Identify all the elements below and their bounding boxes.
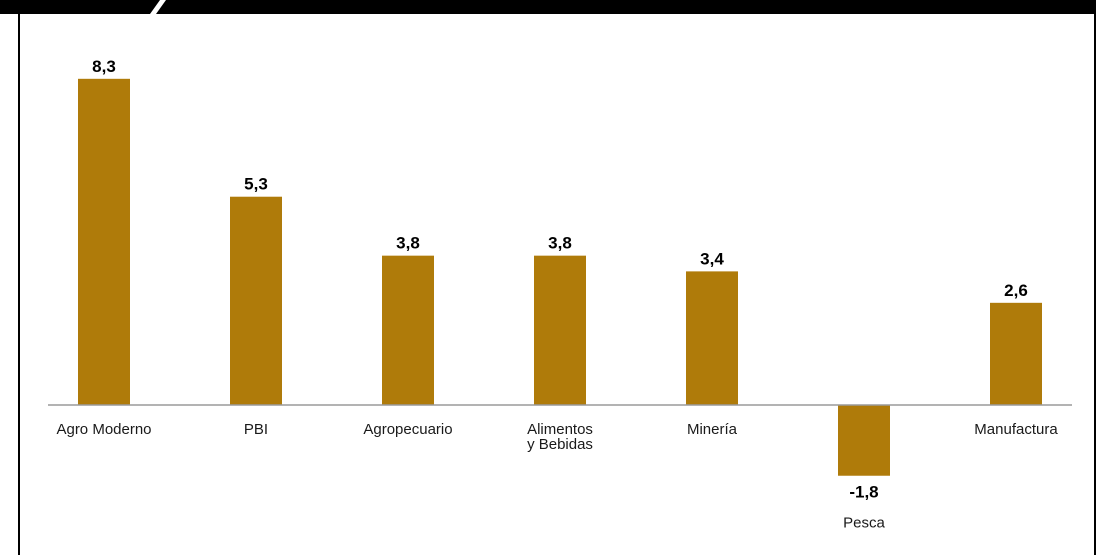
data-label-4: 3,4 <box>700 249 724 268</box>
data-label-0: 8,3 <box>92 57 116 76</box>
category-label-3: Alimentos y Bebidas <box>527 421 593 453</box>
data-label-1: 5,3 <box>244 175 268 194</box>
bar-6 <box>990 302 1042 405</box>
category-label-line: Agropecuario <box>363 421 452 438</box>
category-label-6: Manufactura <box>974 421 1058 438</box>
category-label-line: Minería <box>687 421 738 438</box>
top-decorative-bar <box>0 0 1096 14</box>
category-label-line: Alimentos <box>527 421 593 438</box>
bar-2 <box>382 255 434 405</box>
data-label-3: 3,8 <box>548 234 572 253</box>
data-label-5: -1,8 <box>849 483 878 502</box>
category-label-5: Pesca <box>843 515 885 532</box>
category-label-line: Manufactura <box>974 421 1058 438</box>
category-label-line: PBI <box>244 421 268 438</box>
data-label-2: 3,8 <box>396 234 420 253</box>
bar-4 <box>686 271 738 405</box>
bar-0 <box>78 78 130 405</box>
category-label-2: Agropecuario <box>363 421 452 438</box>
data-label-6: 2,6 <box>1004 281 1028 300</box>
category-label-1: PBI <box>244 421 268 438</box>
category-label-line: Pesca <box>843 515 885 532</box>
category-label-0: Agro Moderno <box>56 421 151 438</box>
bar-3 <box>534 255 586 405</box>
category-label-line: Agro Moderno <box>56 421 151 438</box>
bar-1 <box>230 196 282 405</box>
category-label-4: Minería <box>687 421 738 438</box>
category-label-line: y Bebidas <box>527 436 593 453</box>
bar-5 <box>838 405 890 476</box>
